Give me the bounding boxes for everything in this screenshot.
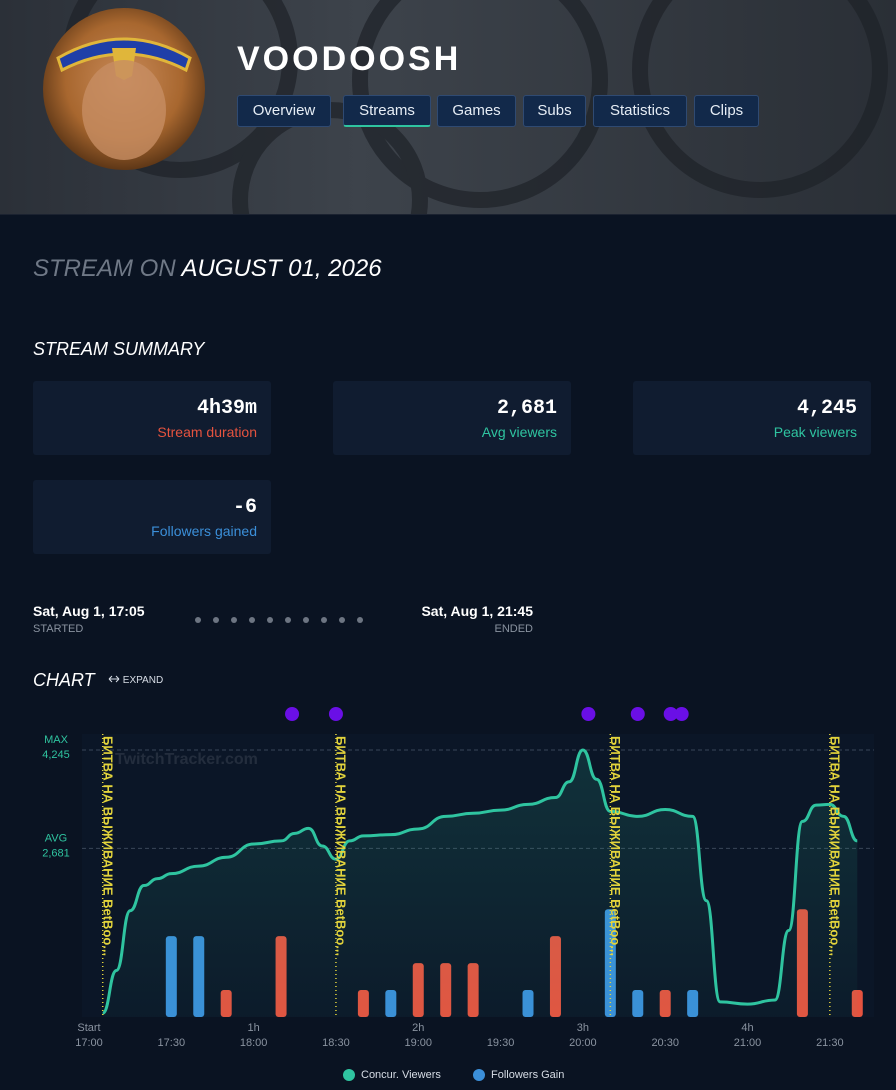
start-value: Sat, Aug 1, 17:05	[33, 603, 145, 619]
tab[interactable]: Subs	[523, 95, 586, 127]
tab[interactable]: Clips	[694, 95, 759, 127]
start-label: STARTED	[33, 623, 84, 635]
annotation-label: БИТВА НА ВЫЖИВАНИЕ BetBoo...	[608, 736, 623, 956]
x-elapsed-label: 2h	[412, 1022, 424, 1034]
summary-title: STREAM SUMMARY	[33, 339, 205, 359]
stream-heading: STREAM ON AUGUST 01, 2026	[33, 255, 382, 283]
event-dot	[630, 707, 645, 721]
y-tick-name: MAX	[44, 734, 69, 746]
chart-title: CHART	[33, 670, 95, 690]
card-value: 4h39m	[196, 397, 257, 420]
watermark: TwitchTracker.com	[115, 751, 258, 768]
x-tick-label: 21:30	[816, 1037, 844, 1049]
x-elapsed-label: 1h	[248, 1022, 260, 1034]
legend-label: Concur. Viewers	[361, 1069, 441, 1081]
card-value: 2,681	[496, 397, 557, 420]
event-dot	[328, 707, 343, 721]
line	[101, 748, 858, 1015]
card-label: Stream duration	[157, 424, 257, 440]
annotation-label: БИТВА НА ВЫЖИВАНИЕ BetBoo...	[334, 736, 349, 956]
header: VOODOOSH Overview Streams Games Subs Statist…	[0, 0, 896, 215]
chart: TwitchTracker.com MAX 4,245 AVG 2,681 17:00 17…	[42, 707, 874, 1081]
x-elapsed-label: 3h	[577, 1022, 589, 1034]
annotation-label: БИТВА НА ВЫЖИВАНИЕ BetBoo...	[100, 736, 115, 956]
event-dot	[674, 707, 689, 721]
channel-name: VOODOOSH	[237, 40, 462, 78]
summary-card: 4h39m Stream duration	[33, 381, 271, 455]
x-tick-label: 20:00	[569, 1037, 597, 1049]
y-tick-label: 2,681	[42, 847, 70, 859]
card-label: Peak viewers	[773, 424, 857, 440]
event-dot	[663, 707, 678, 721]
start-time: Sat, Aug 1, 17:05 STARTED	[33, 603, 145, 635]
x-elapsed-label: Start	[77, 1022, 100, 1034]
area	[102, 750, 858, 1017]
card-label: Followers gained	[151, 523, 257, 539]
x-tick-label: 19:00	[404, 1037, 432, 1049]
legend-swatch	[473, 1069, 485, 1081]
x-tick-label: 19:30	[487, 1037, 515, 1049]
card-value: -6	[232, 496, 257, 519]
end-value: Sat, Aug 1, 21:45	[421, 603, 533, 619]
stream-prefix: STREAM ON	[33, 255, 176, 282]
x-tick-label: 17:00	[75, 1037, 103, 1049]
stream-date: AUGUST 01, 2026	[181, 255, 382, 282]
event-dot	[581, 707, 596, 721]
progress-dots	[195, 617, 363, 623]
card-label: Avg viewers	[481, 424, 557, 440]
annotation-label: БИТВА НА ВЫЖИВАНИЕ BetBoo...	[827, 736, 842, 956]
y-tick-label: 4,245	[42, 749, 70, 761]
tab[interactable]: Overview	[237, 95, 331, 127]
event-dot	[285, 707, 300, 721]
expand-label: EXPAND	[122, 675, 164, 686]
x-tick-label: 21:00	[734, 1037, 762, 1049]
expand-icon	[108, 675, 120, 683]
legend-swatch	[343, 1069, 355, 1081]
tab[interactable]: Streams	[343, 95, 431, 127]
tab[interactable]: Statistics	[593, 95, 687, 127]
summary-card: 4,245 Peak viewers	[633, 381, 871, 455]
tab[interactable]: Games	[437, 95, 516, 127]
end-label: ENDED	[494, 623, 533, 635]
x-elapsed-label: 4h	[741, 1022, 753, 1034]
summary-card: -6 Followers gained	[33, 480, 271, 554]
end-time: Sat, Aug 1, 21:45 ENDED	[421, 603, 533, 635]
legend-label: Followers Gain	[491, 1069, 564, 1081]
x-tick-label: 18:30	[322, 1037, 350, 1049]
x-tick-label: 20:30	[651, 1037, 679, 1049]
card-value: 4,245	[796, 397, 857, 420]
expand-button[interactable]: EXPAND	[108, 675, 163, 686]
summary-card: 2,681 Avg viewers	[333, 381, 571, 455]
header-texture	[43, 0, 888, 214]
y-tick-name: AVG	[45, 832, 67, 844]
x-tick-label: 18:00	[240, 1037, 268, 1049]
x-tick-label: 17:30	[158, 1037, 186, 1049]
